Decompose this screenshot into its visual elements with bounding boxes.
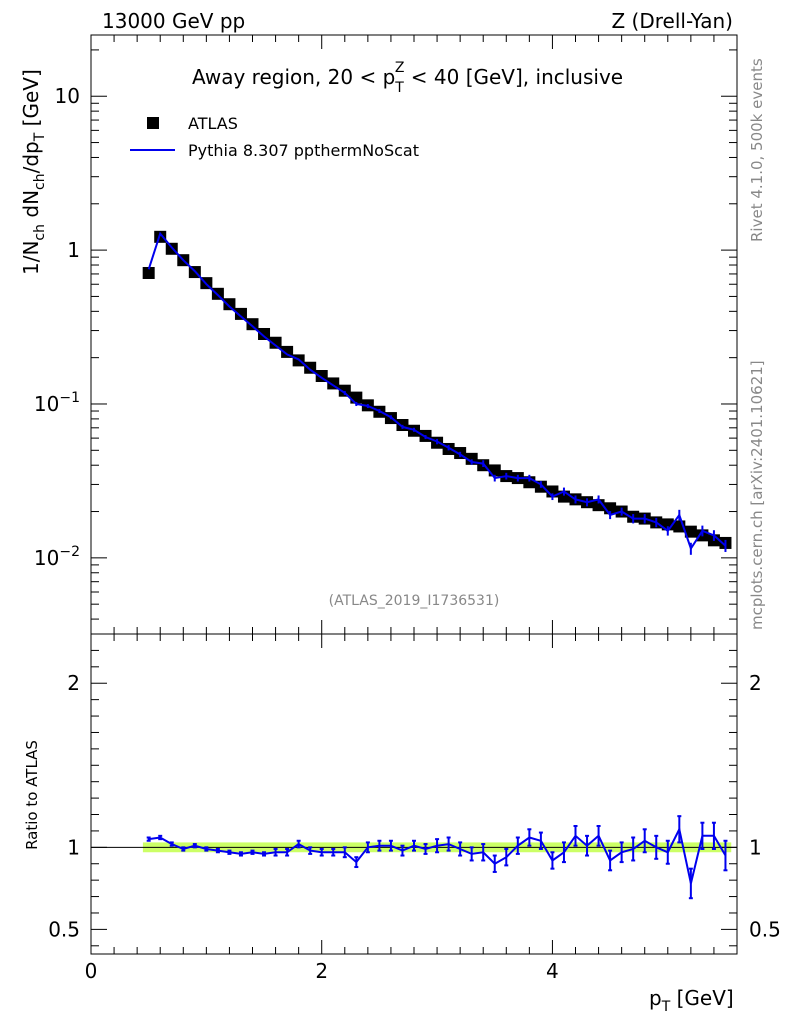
atlas-point [246, 318, 259, 331]
ratio-curve-group [146, 815, 728, 900]
ratio-ytick-label: 1 [67, 835, 80, 859]
ratio-xtick-labels: 0 2 4 [85, 959, 559, 983]
main-ytick-label: 10 [55, 84, 80, 108]
ratio-ylabel: Ratio to ATLAS [23, 740, 41, 850]
atlas-point [234, 307, 247, 320]
main-ylabel: 1/Nch dNch/dpT [GeV] [19, 69, 48, 275]
ratio-ytick-label-right: 2 [749, 671, 762, 695]
atlas-point [258, 327, 271, 340]
rivet-version-label: Rivet 4.1.0, 500k events [748, 58, 766, 242]
pythia-line [147, 231, 727, 551]
atlas-point [350, 391, 363, 404]
legend-atlas-label: ATLAS [188, 114, 238, 133]
legend-atlas-marker [147, 117, 159, 129]
pythia-curve-group [147, 231, 727, 555]
legend-pythia-label: Pythia 8.307 ppthermNoScat [188, 141, 419, 160]
main-ytick-labels: 10−2 10−1 1 10 [34, 84, 80, 570]
ratio-ytick-label: 2 [67, 671, 80, 695]
main-panel: 10−2 10−1 1 10 Away region, 20 < pTZ < 40 [… [19, 34, 738, 954]
xtick-label: 4 [546, 959, 559, 983]
ratio-frame [90, 633, 738, 955]
ratio-ytick-label: 0.5 [48, 917, 80, 941]
ratio-ytick-labels: 0.5 0.5 1 1 2 2 [48, 671, 781, 941]
main-axis-ticks [90, 35, 738, 954]
process-label: Z (Drell-Yan) [611, 9, 733, 33]
atlas-point [269, 336, 282, 349]
energy-label: 13000 GeV pp [102, 9, 245, 33]
ratio-panel: 0.5 0.5 1 1 2 2 0 2 4 Ratio to ATLAS pT [GeV] [23, 633, 781, 1015]
main-ytick-label: 1 [67, 238, 80, 262]
xtick-label: 2 [315, 959, 328, 983]
atlas-point [488, 464, 501, 477]
xlabel: pT [GeV] [649, 986, 734, 1015]
ratio-axis-ticks [91, 633, 737, 947]
analysis-id-label: (ATLAS_2019_I1736531) [329, 593, 500, 609]
ratio-ytick-label-right: 1 [749, 835, 762, 859]
ratio-line [148, 826, 727, 884]
main-ytick-label: 10−2 [34, 544, 80, 570]
plot-title: Away region, 20 < pTZ < 40 [GeV], inclus… [192, 60, 623, 96]
atlas-point [684, 525, 697, 538]
xtick-label: 0 [85, 959, 98, 983]
atlas-point [223, 298, 236, 311]
atlas-point [338, 384, 351, 397]
mcplots-label: mcplots.cern.ch [arXiv:2401.10621] [748, 360, 766, 630]
ratio-ytick-label-right: 0.5 [749, 917, 781, 941]
atlas-points [142, 230, 732, 549]
atlas-point [142, 266, 155, 279]
main-ytick-label: 10−1 [34, 390, 80, 416]
